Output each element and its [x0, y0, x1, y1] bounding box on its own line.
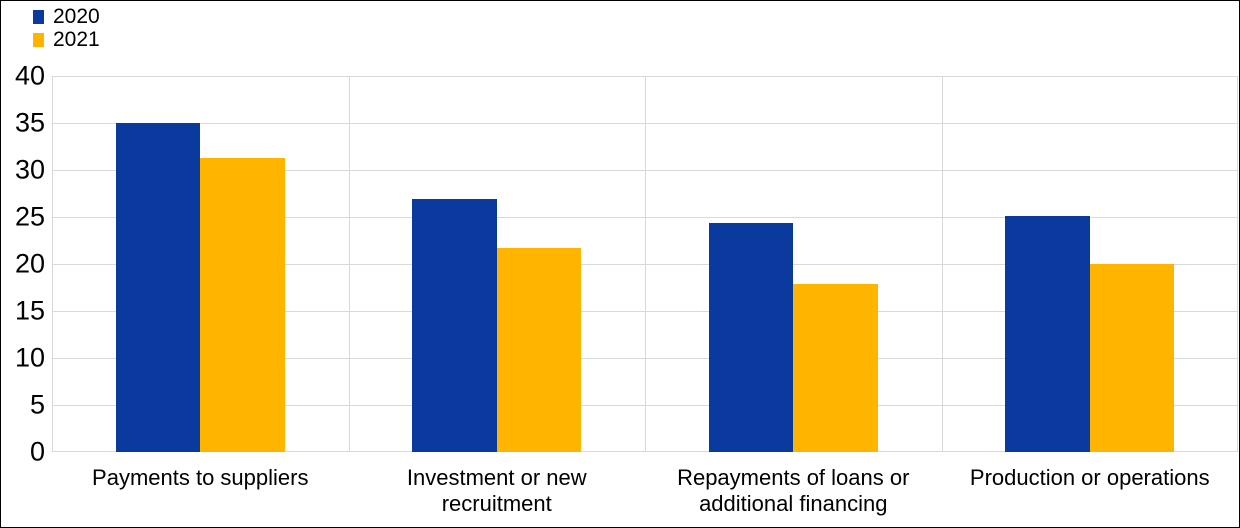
bar-2021-production-or-operations	[1089, 264, 1175, 452]
y-tick-label-20: 20	[14, 248, 45, 279]
x-category-label-repayments-of-loans-or-additional-financing: Repayments of loans or additional financi…	[677, 465, 910, 516]
x-category-label-production-or-operations: Production or operations	[969, 465, 1210, 490]
legend: 2020 2021	[33, 5, 100, 51]
bar-2021-payments-to-suppliers	[200, 157, 285, 452]
bar-2021-investment-or-new-recruitment	[496, 248, 582, 452]
bar-2020-investment-or-new-recruitment	[412, 199, 497, 452]
legend-label-2021: 2021	[53, 28, 100, 51]
legend-label-2020: 2020	[53, 5, 100, 28]
y-tick-label-15: 15	[14, 295, 45, 326]
bar-2020-payments-to-suppliers	[115, 123, 201, 452]
gridline-v-2	[645, 76, 646, 452]
y-tick-label-0: 0	[29, 436, 45, 467]
x-category-label-payments-to-suppliers: Payments to suppliers	[92, 465, 309, 490]
gridline-v-3	[942, 76, 943, 452]
y-tick-label-30: 30	[14, 154, 45, 185]
legend-swatch-2020-icon	[33, 9, 44, 24]
y-tick-label-5: 5	[29, 389, 45, 420]
gridline-v-1	[349, 76, 350, 452]
plot-area	[52, 76, 1238, 452]
plot-border-left	[52, 76, 53, 452]
bar-2020-repayments-of-loans-or-additional-financing	[708, 222, 794, 452]
bar-2021-repayments-of-loans-or-additional-financing	[793, 283, 878, 452]
legend-swatch-2021-icon	[33, 32, 44, 47]
x-category-label-investment-or-new-recruitment: Investment or new recruitment	[406, 465, 587, 516]
bar-2020-production-or-operations	[1005, 216, 1090, 452]
legend-item-2021: 2021	[33, 28, 100, 51]
y-tick-label-25: 25	[14, 201, 45, 232]
y-tick-label-35: 35	[14, 107, 45, 138]
y-tick-label-10: 10	[14, 342, 45, 373]
legend-item-2020: 2020	[33, 5, 100, 28]
y-tick-label-40: 40	[14, 60, 45, 91]
plot-border-right	[1237, 76, 1238, 452]
